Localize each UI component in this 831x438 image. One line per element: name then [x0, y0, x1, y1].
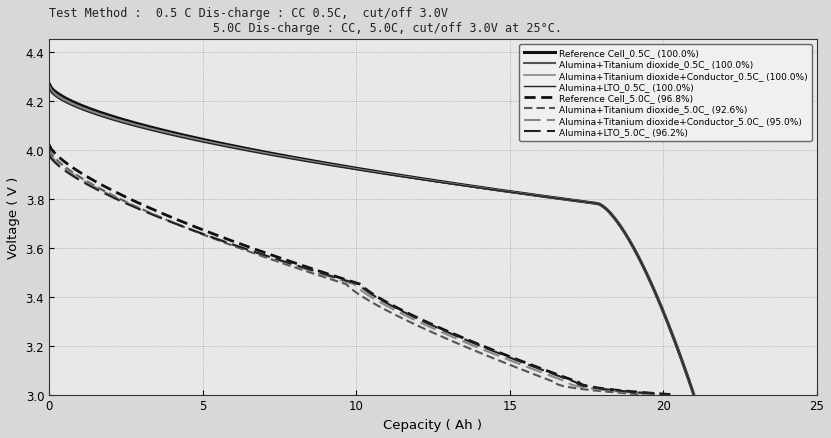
X-axis label: Cepacity ( Ah ): Cepacity ( Ah ) — [383, 418, 482, 431]
Legend: Reference Cell_0.5C_ (100.0%), Alumina+Titanium dioxide_0.5C_ (100.0%), Alumina+: Reference Cell_0.5C_ (100.0%), Alumina+T… — [519, 45, 812, 141]
Text: Test Method :  0.5 C Dis-charge : CC 0.5C,  cut/off 3.0V
                       : Test Method : 0.5 C Dis-charge : CC 0.5C… — [49, 7, 562, 35]
Y-axis label: Voltage ( V ): Voltage ( V ) — [7, 177, 20, 258]
